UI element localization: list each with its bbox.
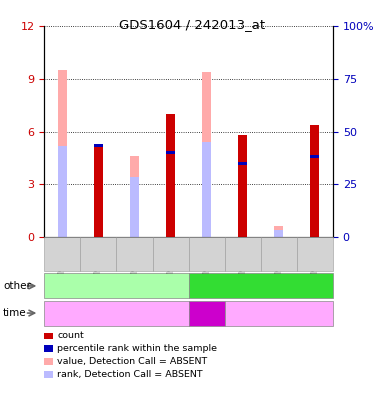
Text: time: time bbox=[3, 308, 27, 318]
Text: 0d post IR: 0d post IR bbox=[92, 308, 141, 318]
Bar bbox=[238, 135, 247, 237]
Bar bbox=[166, 114, 175, 237]
Text: 7d post IR: 7d post IR bbox=[254, 308, 304, 318]
Bar bbox=[275, 230, 283, 237]
Text: other: other bbox=[3, 281, 31, 291]
Text: GDS1604 / 242013_at: GDS1604 / 242013_at bbox=[119, 18, 266, 31]
Bar bbox=[310, 155, 320, 158]
Text: percentile rank within the sample: percentile rank within the sample bbox=[57, 344, 218, 353]
Bar bbox=[130, 156, 139, 237]
Bar bbox=[275, 226, 283, 237]
Bar bbox=[166, 151, 175, 154]
Bar bbox=[202, 72, 211, 237]
Text: value, Detection Call = ABSENT: value, Detection Call = ABSENT bbox=[57, 357, 208, 366]
Text: rank, Detection Call = ABSENT: rank, Detection Call = ABSENT bbox=[57, 370, 203, 379]
Text: untreated: untreated bbox=[89, 281, 144, 291]
Bar bbox=[94, 144, 103, 147]
Bar bbox=[94, 144, 103, 237]
Bar bbox=[58, 146, 67, 237]
Bar bbox=[310, 125, 320, 237]
Bar bbox=[130, 177, 139, 237]
Text: irradiated: irradiated bbox=[234, 281, 288, 291]
Text: count: count bbox=[57, 331, 84, 340]
Bar bbox=[238, 162, 247, 165]
Bar bbox=[202, 142, 211, 237]
Bar bbox=[58, 70, 67, 237]
Text: 3d post
IR: 3d post IR bbox=[188, 302, 225, 324]
